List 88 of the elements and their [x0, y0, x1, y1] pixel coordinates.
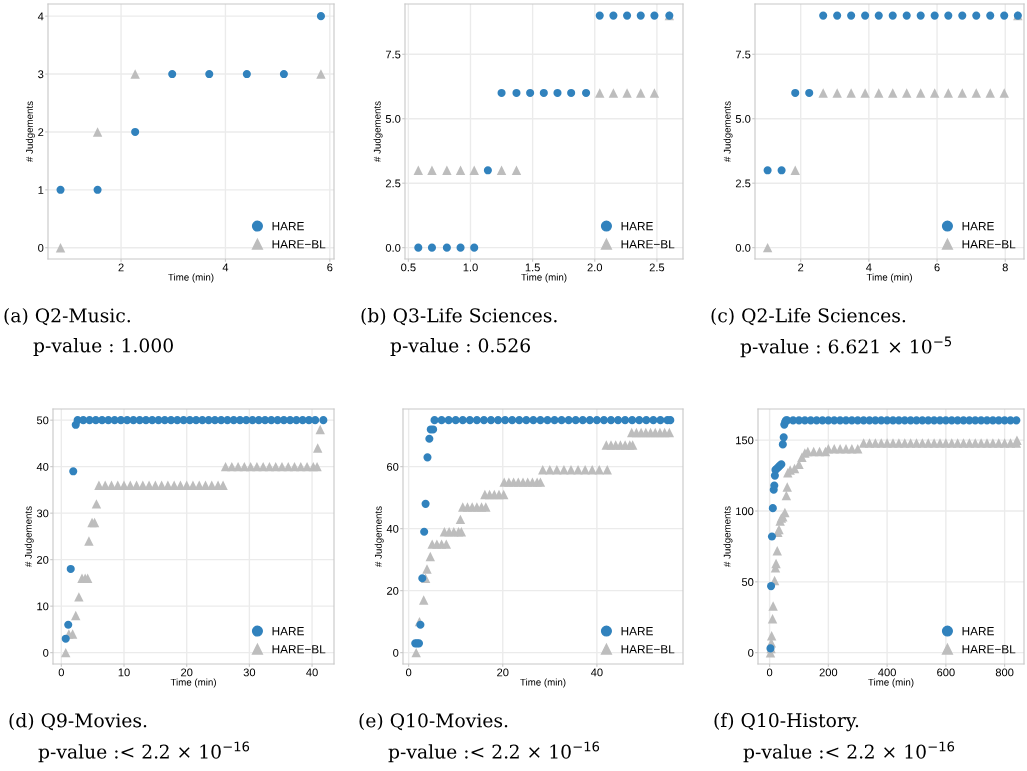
text: p-value : 1.000 [33, 337, 173, 357]
x-tick-label: 40 [590, 668, 603, 677]
x-axis-title: Time (min) [168, 273, 214, 283]
x-tick-label: 400 [878, 668, 896, 677]
legend-label: HARE [621, 627, 653, 636]
y-tick-label: 100 [736, 507, 754, 516]
y-tick-label: 2 [38, 128, 44, 136]
legend-label: HARE [621, 222, 653, 231]
y-axis-title: # Judgements [373, 101, 383, 162]
y-tick-label: 5.0 [385, 115, 401, 123]
text: p-value : 6.621 × 10$^{−5}$ [740, 336, 952, 358]
y-tick-label: 0.0 [385, 243, 401, 252]
text: p-value :< 2.2 × 10$^{−16}$ [38, 741, 250, 763]
y-tick-label: 0.0 [735, 243, 751, 252]
legend-label: HARE [272, 627, 304, 636]
x-tick-label: 0 [58, 668, 64, 677]
text: (a) Q2-Music. [4, 307, 130, 326]
x-tick-label: 40 [306, 668, 318, 677]
y-tick-label: 2.5 [385, 179, 401, 188]
x-tick-label: 4 [222, 263, 229, 272]
legend-label: HARE−BL [962, 645, 1016, 654]
y-tick-label: 60 [387, 462, 399, 471]
x-tick-label: 30 [243, 668, 256, 677]
y-tick-label: 5.0 [735, 115, 751, 123]
text: (c) Q2-Life Sciences. [711, 307, 906, 326]
y-tick-label: 0 [38, 243, 44, 252]
y-tick-label: 50 [741, 578, 754, 586]
y-tick-label: 150 [736, 436, 754, 445]
y-axis-title: # Judgements [25, 101, 35, 162]
legend-label: HARE−BL [272, 240, 326, 249]
legend-label: HARE−BL [272, 645, 326, 654]
x-tick-label: 20 [497, 668, 509, 677]
y-tick-label: 1 [38, 186, 44, 194]
y-tick-label: 30 [36, 509, 49, 518]
y-tick-label: 2.5 [735, 179, 751, 188]
x-axis-title: Time (min) [868, 678, 914, 688]
y-tick-label: 50 [36, 416, 49, 425]
y-tick-label: 0 [43, 648, 49, 657]
x-tick-label: 6 [934, 263, 940, 272]
y-tick-label: 7.5 [735, 50, 751, 59]
x-tick-label: 10 [118, 668, 130, 677]
x-tick-label: 2 [798, 263, 804, 272]
x-tick-label: 20 [181, 668, 193, 677]
text: (f) Q10-History. [714, 712, 859, 732]
y-tick-label: 20 [387, 586, 399, 595]
x-axis-title: Time (min) [521, 273, 567, 283]
text: (d) Q9-Movies. [9, 712, 147, 731]
x-axis-title: Time (min) [520, 678, 566, 688]
legend-label: HARE−BL [962, 240, 1016, 249]
text: p-value :< 2.2 × 10$^{−16}$ [743, 741, 955, 763]
x-tick-label: 800 [995, 668, 1014, 677]
legend-label: HARE [962, 222, 994, 231]
y-tick-label: 4 [37, 12, 44, 21]
x-axis-title: Time (min) [866, 273, 912, 283]
legend-label: HARE−BL [621, 645, 675, 654]
x-tick-label: 8 [1002, 263, 1008, 272]
text: (b) Q3-Life Sciences. [361, 307, 557, 326]
y-tick-label: 40 [386, 524, 399, 533]
y-axis-title: # Judgements [723, 506, 733, 567]
x-tick-label: 2 [118, 263, 124, 272]
x-tick-label: 6 [327, 263, 333, 272]
x-tick-label: 0.5 [401, 263, 416, 272]
x-axis-title: Time (min) [170, 678, 216, 688]
y-tick-label: 0 [748, 648, 754, 657]
x-tick-label: 2.0 [587, 263, 603, 272]
y-tick-label: 0 [393, 648, 399, 657]
x-tick-label: 1.0 [463, 263, 478, 272]
legend-label: HARE [962, 627, 994, 636]
y-axis-title: # Judgements [24, 506, 34, 567]
y-tick-label: 3 [38, 70, 44, 79]
text: p-value : 0.526 [390, 337, 531, 357]
y-tick-label: 20 [37, 555, 49, 564]
y-axis-title: # Judgements [723, 101, 733, 162]
y-axis-title: # Judgements [374, 506, 384, 567]
x-tick-label: 0 [766, 668, 773, 677]
y-tick-label: 10 [37, 602, 49, 611]
x-tick-label: 600 [937, 668, 955, 677]
x-tick-label: 0 [405, 668, 412, 677]
y-tick-label: 7.5 [385, 50, 401, 59]
x-tick-label: 2.5 [649, 263, 665, 272]
y-tick-label: 40 [36, 462, 49, 471]
x-tick-label: 1.5 [525, 263, 540, 272]
text: (e) Q10-Movies. [359, 712, 508, 731]
x-tick-label: 200 [819, 668, 838, 677]
legend-label: HARE [272, 222, 304, 231]
text: p-value :< 2.2 × 10$^{−16}$ [388, 741, 600, 763]
x-tick-label: 4 [866, 263, 872, 272]
legend-label: HARE−BL [621, 240, 675, 249]
